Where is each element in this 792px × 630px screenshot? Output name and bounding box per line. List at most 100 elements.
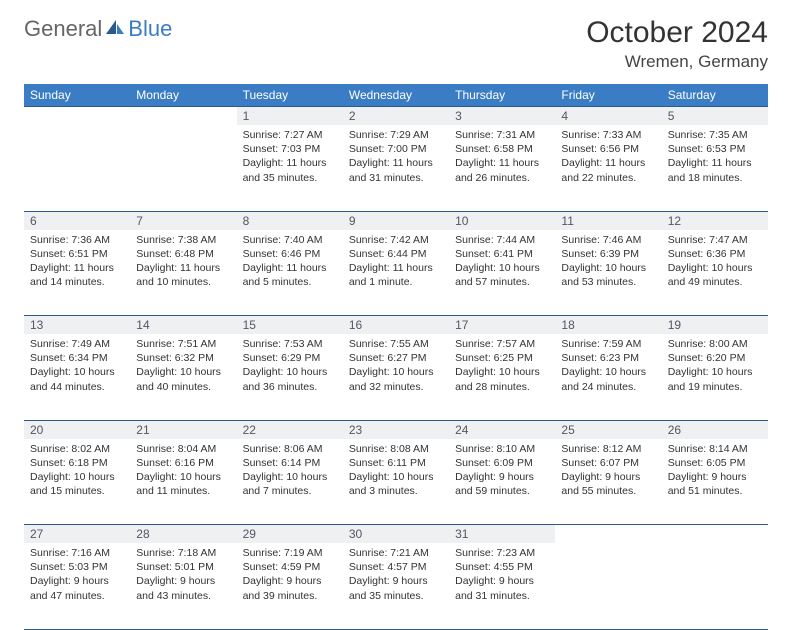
day-number: 1 [237, 107, 343, 125]
calendar-table: SundayMondayTuesdayWednesdayThursdayFrid… [24, 84, 768, 630]
brand-part1: General [24, 16, 102, 42]
sunset-line: Sunset: 6:07 PM [561, 456, 655, 470]
day-number: 12 [662, 212, 768, 230]
sunset-line: Sunset: 6:34 PM [30, 351, 124, 365]
sunset-line: Sunset: 5:01 PM [136, 560, 230, 574]
sunset-line: Sunset: 7:03 PM [243, 142, 337, 156]
sunrise-line: Sunrise: 7:53 AM [243, 337, 337, 351]
sunset-line: Sunset: 6:48 PM [136, 247, 230, 261]
day-number: 3 [449, 107, 555, 125]
daynum-row: 20212223242526 [24, 420, 768, 439]
sunset-line: Sunset: 5:03 PM [30, 560, 124, 574]
daylight-line: Daylight: 10 hours and 11 minutes. [136, 470, 230, 498]
sunset-line: Sunset: 7:00 PM [349, 142, 443, 156]
daylight-line: Daylight: 11 hours and 26 minutes. [455, 156, 549, 184]
sunset-line: Sunset: 6:32 PM [136, 351, 230, 365]
sunset-line: Sunset: 6:46 PM [243, 247, 337, 261]
sunrise-line: Sunrise: 7:35 AM [668, 128, 762, 142]
sunrise-line: Sunrise: 7:31 AM [455, 128, 549, 142]
day-cell: Sunrise: 7:40 AMSunset: 6:46 PMDaylight:… [237, 230, 343, 296]
day-number: 6 [24, 212, 130, 230]
daylight-line: Daylight: 10 hours and 44 minutes. [30, 365, 124, 393]
day-number: 24 [449, 421, 555, 439]
day-cell: Sunrise: 7:16 AMSunset: 5:03 PMDaylight:… [24, 543, 130, 609]
empty-daynum [662, 525, 768, 543]
day-number: 15 [237, 316, 343, 334]
sunset-line: Sunset: 6:23 PM [561, 351, 655, 365]
day-cell: Sunrise: 7:35 AMSunset: 6:53 PMDaylight:… [662, 125, 768, 191]
weekday-header: Sunday [24, 84, 130, 107]
sunrise-line: Sunrise: 8:10 AM [455, 442, 549, 456]
empty-daynum [24, 107, 130, 125]
daylight-line: Daylight: 9 hours and 43 minutes. [136, 574, 230, 602]
daylight-line: Daylight: 10 hours and 57 minutes. [455, 261, 549, 289]
day-number: 27 [24, 525, 130, 543]
day-cell: Sunrise: 8:04 AMSunset: 6:16 PMDaylight:… [130, 439, 236, 505]
empty-cell [662, 543, 768, 552]
daylight-line: Daylight: 11 hours and 31 minutes. [349, 156, 443, 184]
sunset-line: Sunset: 6:20 PM [668, 351, 762, 365]
sunrise-line: Sunrise: 7:27 AM [243, 128, 337, 142]
empty-daynum [555, 525, 661, 543]
sunset-line: Sunset: 6:56 PM [561, 142, 655, 156]
daynum-row: 2728293031 [24, 525, 768, 544]
day-cell: Sunrise: 7:31 AMSunset: 6:58 PMDaylight:… [449, 125, 555, 191]
day-cell: Sunrise: 7:51 AMSunset: 6:32 PMDaylight:… [130, 334, 236, 400]
day-cell: Sunrise: 7:44 AMSunset: 6:41 PMDaylight:… [449, 230, 555, 296]
sunset-line: Sunset: 6:53 PM [668, 142, 762, 156]
daylight-line: Daylight: 10 hours and 7 minutes. [243, 470, 337, 498]
day-cell: Sunrise: 7:19 AMSunset: 4:59 PMDaylight:… [237, 543, 343, 609]
day-number: 22 [237, 421, 343, 439]
sunrise-line: Sunrise: 7:21 AM [349, 546, 443, 560]
sunset-line: Sunset: 6:09 PM [455, 456, 549, 470]
sunset-line: Sunset: 6:25 PM [455, 351, 549, 365]
day-cell: Sunrise: 7:42 AMSunset: 6:44 PMDaylight:… [343, 230, 449, 296]
daylight-line: Daylight: 9 hours and 59 minutes. [455, 470, 549, 498]
daylight-line: Daylight: 9 hours and 35 minutes. [349, 574, 443, 602]
day-number: 19 [662, 316, 768, 334]
day-cell: Sunrise: 8:06 AMSunset: 6:14 PMDaylight:… [237, 439, 343, 505]
sunrise-line: Sunrise: 7:19 AM [243, 546, 337, 560]
sunrise-line: Sunrise: 8:06 AM [243, 442, 337, 456]
sunrise-line: Sunrise: 7:23 AM [455, 546, 549, 560]
day-number: 14 [130, 316, 236, 334]
sunset-line: Sunset: 6:11 PM [349, 456, 443, 470]
daynum-row: 6789101112 [24, 211, 768, 230]
day-number: 31 [449, 525, 555, 543]
page-header: General Blue October 2024 Wremen, German… [24, 16, 768, 72]
day-number: 2 [343, 107, 449, 125]
sunset-line: Sunset: 6:58 PM [455, 142, 549, 156]
empty-cell [24, 125, 130, 134]
weekday-header-row: SundayMondayTuesdayWednesdayThursdayFrid… [24, 84, 768, 107]
day-cell: Sunrise: 7:27 AMSunset: 7:03 PMDaylight:… [237, 125, 343, 191]
day-number: 28 [130, 525, 236, 543]
day-number: 18 [555, 316, 661, 334]
sunrise-line: Sunrise: 7:29 AM [349, 128, 443, 142]
day-number: 9 [343, 212, 449, 230]
day-cell: Sunrise: 7:49 AMSunset: 6:34 PMDaylight:… [24, 334, 130, 400]
sunset-line: Sunset: 6:05 PM [668, 456, 762, 470]
daybody-row: Sunrise: 8:02 AMSunset: 6:18 PMDaylight:… [24, 439, 768, 525]
day-cell: Sunrise: 7:33 AMSunset: 6:56 PMDaylight:… [555, 125, 661, 191]
sunrise-line: Sunrise: 7:16 AM [30, 546, 124, 560]
sunrise-line: Sunrise: 7:36 AM [30, 233, 124, 247]
day-cell: Sunrise: 7:55 AMSunset: 6:27 PMDaylight:… [343, 334, 449, 400]
sunset-line: Sunset: 6:18 PM [30, 456, 124, 470]
day-number: 30 [343, 525, 449, 543]
day-number: 17 [449, 316, 555, 334]
sunrise-line: Sunrise: 8:00 AM [668, 337, 762, 351]
daylight-line: Daylight: 10 hours and 24 minutes. [561, 365, 655, 393]
sunrise-line: Sunrise: 7:46 AM [561, 233, 655, 247]
day-number: 16 [343, 316, 449, 334]
day-number: 26 [662, 421, 768, 439]
weekday-header: Friday [555, 84, 661, 107]
sunrise-line: Sunrise: 7:18 AM [136, 546, 230, 560]
day-number: 21 [130, 421, 236, 439]
day-number: 8 [237, 212, 343, 230]
weekday-header: Tuesday [237, 84, 343, 107]
sunrise-line: Sunrise: 7:55 AM [349, 337, 443, 351]
day-number: 25 [555, 421, 661, 439]
sunset-line: Sunset: 4:55 PM [455, 560, 549, 574]
sunset-line: Sunset: 6:16 PM [136, 456, 230, 470]
empty-cell [130, 125, 236, 134]
